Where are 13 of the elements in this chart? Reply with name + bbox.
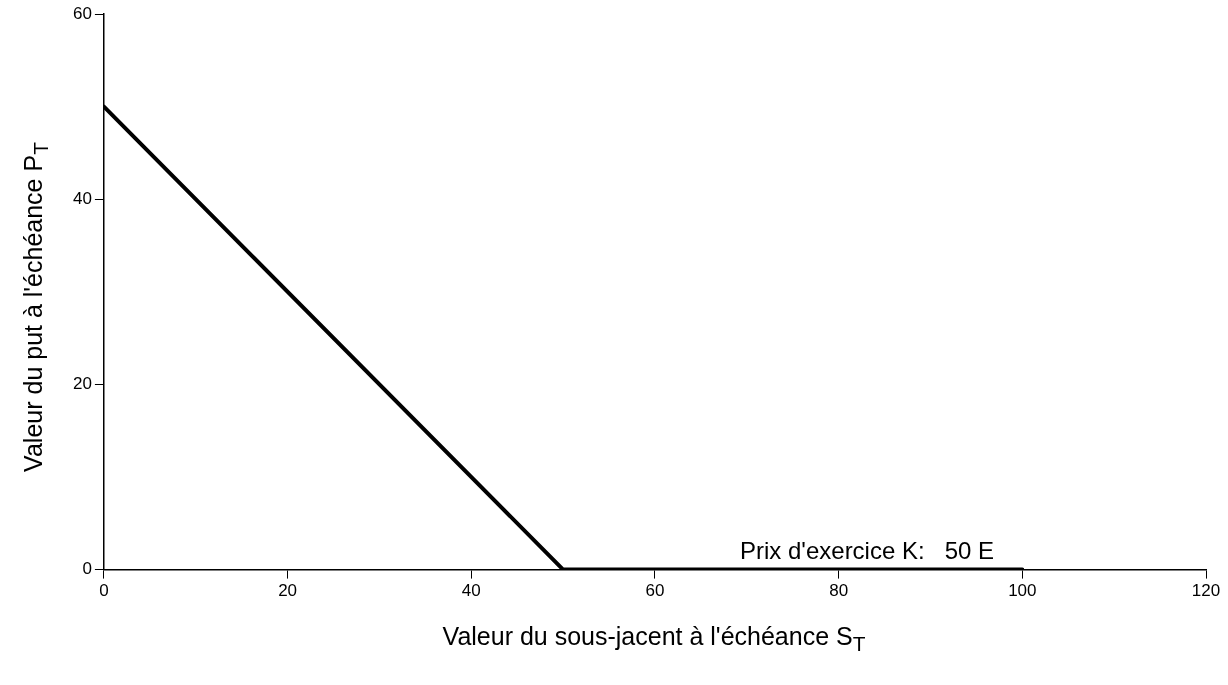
y-tick-label: 0 [82,559,92,579]
annotation: Prix d'exercice K: 50 E [740,537,995,565]
x-tick-label: 120 [1191,581,1221,601]
x-tick-label: 0 [99,581,109,601]
x-tick-label: 80 [829,581,849,601]
y-tick-label: 20 [72,374,92,394]
x-tick-label: 20 [278,581,298,601]
x-tick-label: 100 [1008,581,1037,601]
y-tick-label: 60 [72,3,92,23]
y-tick-label: 40 [72,188,92,208]
x-axis-title: Valeur du sous-jacent à l'échéance S$_{T}$ [441,622,867,656]
x-tick-label: 40 [461,581,481,601]
x-tick-label: 60 [645,581,665,601]
